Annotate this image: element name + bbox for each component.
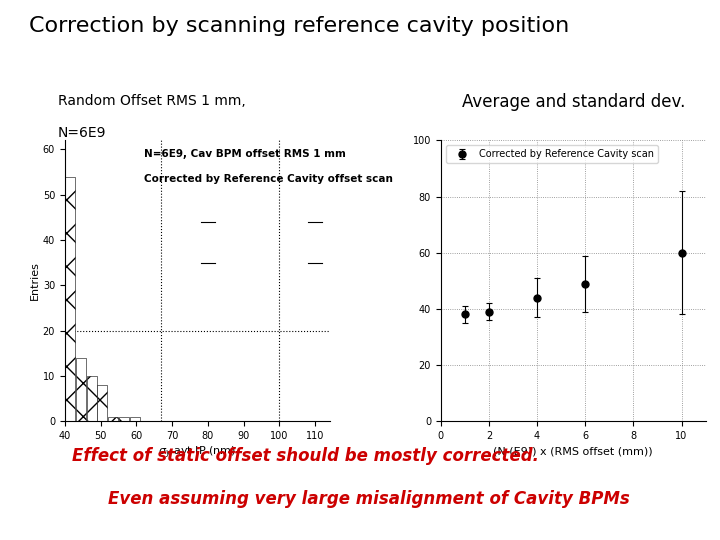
- Bar: [108, 417, 118, 421]
- Text: Correction by scanning reference cavity position: Correction by scanning reference cavity …: [29, 16, 569, 36]
- Y-axis label: Entries: Entries: [30, 261, 40, 300]
- Legend: Corrected by Reference Cavity scan: Corrected by Reference Cavity scan: [446, 145, 657, 163]
- Text: N=6E9: N=6E9: [58, 126, 106, 140]
- Bar: [130, 417, 140, 421]
- Bar: [76, 358, 86, 421]
- Text: N=6E9, Cav BPM offset RMS 1 mm: N=6E9, Cav BPM offset RMS 1 mm: [144, 149, 346, 159]
- Bar: [86, 376, 96, 421]
- Text: Even assuming very large misalignment of Cavity BPMs: Even assuming very large misalignment of…: [108, 490, 630, 509]
- Bar: [65, 177, 75, 421]
- Text: Corrected by Reference Cavity offset scan: Corrected by Reference Cavity offset sca…: [144, 174, 393, 184]
- X-axis label: $\sigma_y$ ayt IP (nm): $\sigma_y$ ayt IP (nm): [158, 445, 236, 462]
- Bar: [97, 385, 107, 421]
- Text: Random Offset RMS 1 mm,: Random Offset RMS 1 mm,: [58, 94, 246, 108]
- Text: Average and standard dev.: Average and standard dev.: [462, 93, 685, 111]
- X-axis label: (N (E9)) x (RMS offset (mm)): (N (E9)) x (RMS offset (mm)): [493, 447, 653, 456]
- Text: Effect of static offset should be mostly corrected.: Effect of static offset should be mostly…: [72, 447, 539, 465]
- Bar: [119, 417, 129, 421]
